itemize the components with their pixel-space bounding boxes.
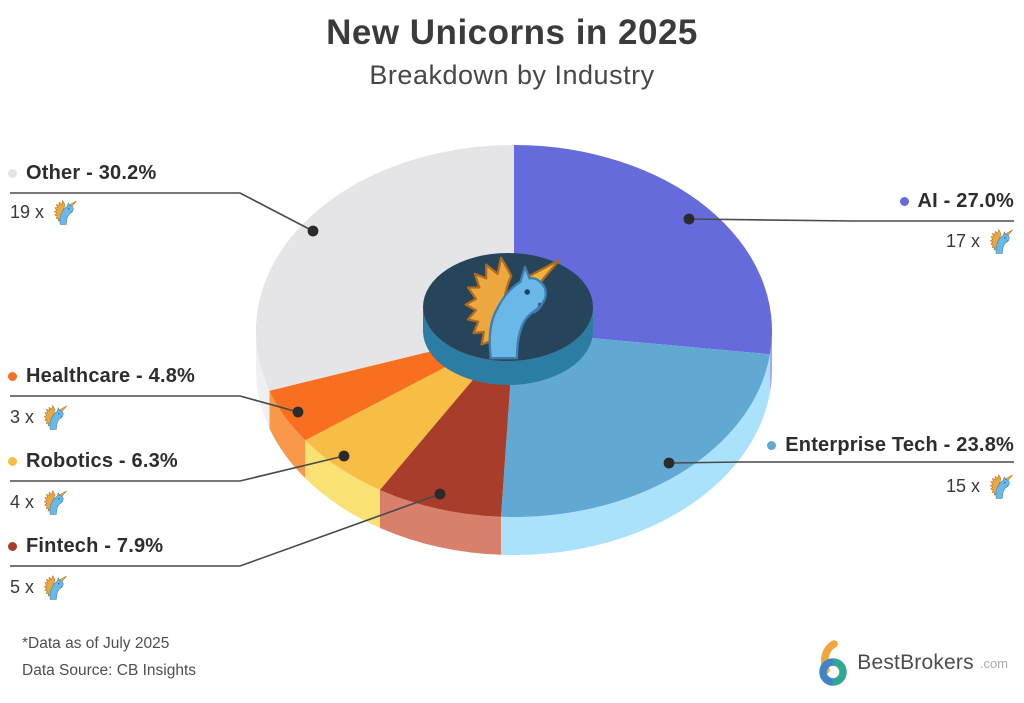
count-enterprise-tech: 15 x (946, 473, 1014, 500)
legend-label-robotics: Robotics - 6.3% (26, 450, 178, 472)
leader-dot-other (307, 225, 319, 237)
leader-dot-ai (683, 213, 695, 225)
legend-label-enterprise-tech: Enterprise Tech - 23.8% (785, 434, 1014, 456)
bullet-fintech (8, 542, 17, 551)
logo-b-bowl-right (832, 658, 847, 686)
pie-hub (423, 253, 593, 385)
hub-side (423, 307, 593, 385)
count-text-other: 19 x (10, 202, 45, 222)
page-title: New Unicorns in 2025 (326, 13, 698, 52)
legend-item-other: Other - 30.2% (8, 162, 156, 185)
pie-slice-other-side (255, 331, 270, 429)
count-fintech: 5 x (10, 574, 68, 601)
leader-other (10, 192, 314, 232)
count-text-ai: 17 x (945, 231, 980, 251)
legend-item-fintech: Fintech - 7.9% (8, 535, 163, 558)
unicorn-icon (987, 228, 1014, 255)
bullet-healthcare (8, 372, 17, 381)
leader-robotics (10, 455, 345, 482)
bullet-enterprise-tech (767, 441, 777, 450)
footnote-line1: *Data as of July 2025 (22, 635, 170, 652)
legend-label-ai: AI - 27.0% (917, 190, 1014, 212)
pie-slice-fintech-side (379, 489, 501, 555)
legend-item-robotics: Robotics - 6.3% (8, 450, 178, 473)
brand-suffix: .com (979, 655, 1008, 671)
leader-dot-enterprise-tech (663, 457, 675, 469)
unicorn-icon (41, 574, 68, 601)
leader-fintech (10, 493, 441, 567)
unicorn-icon (41, 404, 68, 431)
leader-healthcare (10, 395, 299, 413)
logo-b-bowl-left (819, 658, 834, 686)
count-other: 19 x (10, 199, 78, 226)
legend-label-fintech: Fintech - 7.9% (26, 535, 164, 557)
count-text-fintech: 5 x (10, 577, 35, 597)
legend-item-enterprise-tech: Enterprise Tech - 23.8% (767, 434, 1014, 457)
pie-slice-enterprise-tech (501, 331, 770, 518)
legend-label-healthcare: Healthcare - 4.8% (26, 365, 196, 387)
bullet-other (8, 169, 17, 178)
leader-dot-robotics (338, 450, 350, 462)
legend-item-healthcare: Healthcare - 4.8% (8, 365, 195, 388)
brand-logo: BestBrokers .com (813, 639, 1008, 687)
count-text-enterprise-tech: 15 x (945, 476, 980, 496)
unicorn-icon (41, 489, 68, 516)
brand-name: BestBrokers (857, 651, 974, 674)
leader-lines (10, 192, 1014, 567)
leader-dot-fintech (434, 488, 446, 500)
count-robotics: 4 x (10, 489, 68, 516)
leader-dot-healthcare (292, 406, 304, 418)
unicorn-icon (51, 199, 78, 226)
count-ai: 17 x (946, 228, 1014, 255)
count-text-robotics: 4 x (10, 492, 35, 512)
legend-item-ai: AI - 27.0% (899, 190, 1014, 213)
unicorn-icon (987, 473, 1014, 500)
count-healthcare: 3 x (10, 404, 68, 431)
footnote: *Data as of July 2025 Data Source: CB In… (22, 630, 196, 684)
bullet-robotics (8, 457, 17, 466)
pie-slice-enterprise-tech-side (501, 354, 770, 556)
leader-ai (688, 218, 1014, 222)
brand-logo-icon (819, 640, 847, 686)
legend-label-other: Other - 30.2% (26, 162, 157, 184)
leader-enterprise-tech (668, 461, 1014, 464)
page-subtitle: Breakdown by Industry (369, 60, 655, 90)
footnote-line2: Data Source: CB Insights (22, 662, 197, 679)
count-text-healthcare: 3 x (10, 407, 35, 427)
bullet-ai (899, 197, 909, 206)
pie-slice-ai-side (770, 331, 773, 393)
